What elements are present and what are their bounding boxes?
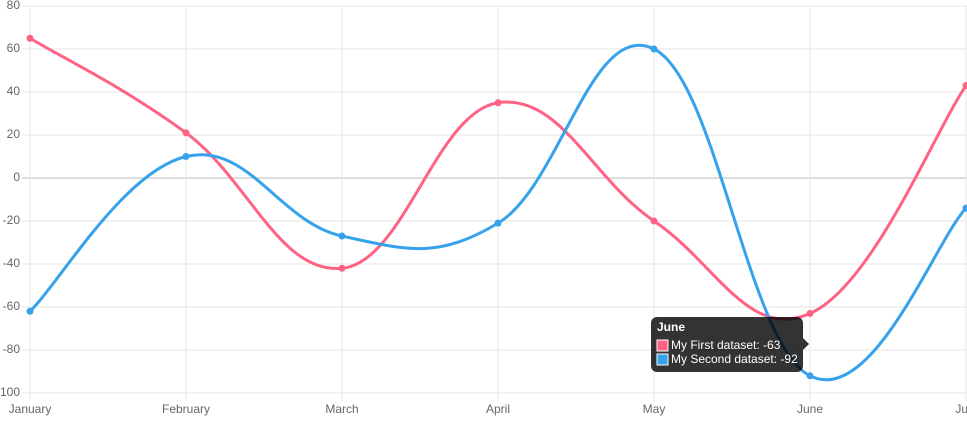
y-tick-label: 20	[7, 127, 21, 141]
tooltip-swatch	[656, 353, 669, 366]
point	[650, 217, 658, 225]
tooltip-line: My Second dataset: -92	[671, 352, 798, 366]
tooltip-box	[651, 317, 803, 372]
x-tick-label: February	[162, 402, 210, 416]
point	[962, 204, 967, 212]
series-line	[29, 36, 967, 321]
y-tick-label: 0	[13, 170, 20, 184]
point	[494, 219, 502, 227]
y-tick-label: -60	[3, 299, 21, 313]
point	[26, 307, 34, 315]
point	[650, 45, 658, 53]
point	[806, 309, 814, 317]
y-tick-label: -40	[3, 256, 21, 270]
x-tick-label: March	[325, 402, 358, 416]
x-tick-label: April	[486, 402, 510, 416]
y-tick-label: -100	[0, 385, 20, 399]
y-tick-label: 40	[7, 84, 21, 98]
y-tick-label: 60	[7, 41, 21, 55]
point	[494, 99, 502, 107]
x-tick-label: June	[797, 402, 823, 416]
point	[182, 129, 190, 137]
tooltip-caret	[803, 338, 809, 350]
x-tick-label: May	[643, 402, 666, 416]
x-tick-label: July	[955, 402, 967, 416]
point	[806, 372, 814, 380]
point	[182, 153, 190, 160]
y-tick-label: -80	[3, 342, 21, 356]
point	[962, 82, 967, 90]
point	[26, 34, 34, 42]
tooltip-title: June	[657, 320, 685, 334]
point	[338, 264, 346, 272]
x-tick-label: January	[9, 402, 52, 416]
tooltip-swatch	[656, 339, 669, 352]
tooltip-line: My First dataset: -63	[671, 338, 781, 352]
point	[338, 232, 346, 240]
y-tick-label: 80	[7, 0, 21, 12]
y-tick-label: -20	[3, 213, 21, 227]
